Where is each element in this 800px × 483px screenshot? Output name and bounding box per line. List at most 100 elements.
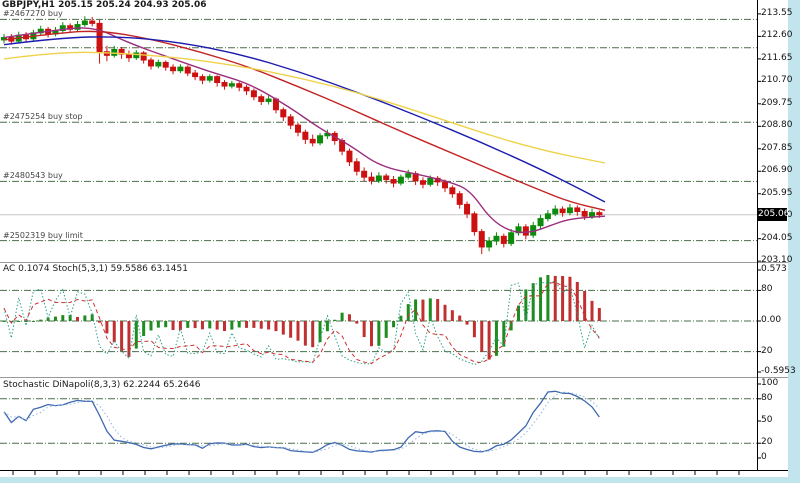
ac-bar-up	[340, 312, 344, 321]
ac-bar-down	[458, 315, 462, 321]
ma-medium-red	[3, 30, 606, 211]
candle-bear	[89, 20, 96, 24]
ac-bar-down	[274, 321, 278, 332]
ac-bar-up	[318, 321, 322, 343]
ac-bar-down	[215, 321, 219, 330]
candle-bear	[214, 76, 221, 84]
ac-bar-up	[9, 321, 13, 322]
ac-bar-down	[112, 321, 116, 343]
candle-bull	[81, 20, 88, 26]
candle-bull	[111, 48, 118, 56]
ac-bar-up	[156, 321, 160, 328]
ac-bar-up	[333, 319, 337, 321]
ac-bar-down	[127, 321, 131, 357]
ac-bar-down	[450, 310, 454, 321]
candle-bear	[148, 59, 154, 67]
axis-tick-label: 0	[761, 452, 767, 462]
ac-bar-down	[259, 321, 263, 329]
candle-bear	[250, 90, 257, 98]
ac-bar-up	[208, 321, 212, 329]
ac-bar-up	[134, 321, 138, 349]
candle-bear	[162, 61, 169, 68]
ac-bar-up	[2, 321, 6, 322]
ac-bar-down	[487, 321, 491, 360]
candle-bear	[302, 131, 309, 140]
ac-bar-down	[362, 321, 366, 338]
chart-window	[0, 0, 788, 477]
candle-bear	[390, 179, 397, 184]
candle-bull	[544, 213, 551, 220]
candle-bear	[295, 124, 301, 133]
ac-bar-down	[561, 275, 565, 321]
ac-bar-up	[406, 304, 410, 321]
ac-bar-down	[370, 321, 373, 347]
indicator2-title: Stochastic DiNapoli(8,3,3) 62.2244 65.26…	[3, 380, 201, 390]
ac-bar-down	[311, 321, 315, 348]
candle-bull	[206, 76, 213, 81]
ac-bar-down	[575, 281, 579, 321]
candle-bear	[353, 161, 360, 172]
candle-bull	[228, 83, 235, 87]
candle-bull	[155, 61, 162, 67]
axis-tick-label: 211.65	[761, 52, 793, 63]
ac-bar-up	[31, 321, 35, 322]
ac-bar-down	[76, 316, 79, 321]
ac-bar-up	[164, 321, 168, 328]
ac-bar-up	[517, 305, 520, 321]
chart-title: GBPJPY,H1 205.15 205.24 204.93 205.06	[2, 0, 207, 10]
candle-bear	[464, 203, 471, 215]
axis-tick-label: 210.70	[761, 75, 793, 86]
ac-bar-up	[399, 315, 403, 321]
candle-bull	[537, 218, 544, 227]
ac-bar-down	[120, 321, 124, 352]
candle-bear	[184, 66, 191, 74]
ac-bar-up	[414, 299, 418, 321]
candle-bear	[368, 176, 375, 182]
ma-slow-blue	[3, 36, 606, 203]
ac-bar-up	[17, 321, 21, 322]
axis-tick-label: 0.00	[761, 315, 782, 325]
ac-bar-up	[142, 321, 146, 337]
candle-bull	[589, 212, 595, 217]
ac-bar-up	[237, 321, 241, 328]
axis-tick-label: -0.5953	[761, 366, 796, 376]
ac-bar-down	[583, 290, 587, 321]
ac-bar-down	[267, 321, 271, 330]
ac-bar-up	[53, 316, 57, 321]
axis-tick-label: 204.05	[761, 232, 793, 243]
ac-bar-up	[494, 321, 498, 356]
ac-bar-up	[531, 283, 535, 321]
ac-bar-down	[171, 321, 175, 331]
candle-bear	[236, 83, 243, 88]
ac-bar-down	[289, 321, 293, 338]
ac-bar-up	[46, 317, 50, 321]
stoch-d-line	[3, 281, 600, 364]
axis-tick-label: 203.10	[761, 255, 793, 266]
ac-bar-down	[590, 300, 594, 321]
ac-bar-down	[296, 321, 300, 341]
candle-bear	[559, 208, 566, 214]
candle-bull	[566, 207, 573, 214]
candle-bear	[442, 181, 448, 189]
order-line-label: #2480543 buy	[3, 171, 63, 181]
axis-tick-label: 213.55	[761, 7, 793, 18]
ac-bar-down	[597, 308, 601, 321]
candle-bear	[258, 96, 265, 102]
candle-bull	[265, 98, 272, 102]
ac-bar-up	[230, 321, 234, 330]
ac-bar-up	[502, 321, 506, 347]
candle-bull	[508, 232, 515, 244]
ac-bar-up	[149, 321, 153, 331]
candle-bear	[500, 235, 507, 244]
candle-bear	[361, 170, 368, 178]
order-line-label: #2475254 buy stop	[3, 112, 83, 122]
ac-bar-up	[325, 321, 329, 332]
candle-bull	[405, 173, 412, 178]
candle-bear	[199, 76, 206, 81]
candle-bear	[419, 180, 426, 185]
ac-bar-down	[105, 321, 109, 334]
stoch-k-line	[3, 280, 600, 366]
ac-bar-down	[436, 299, 440, 321]
